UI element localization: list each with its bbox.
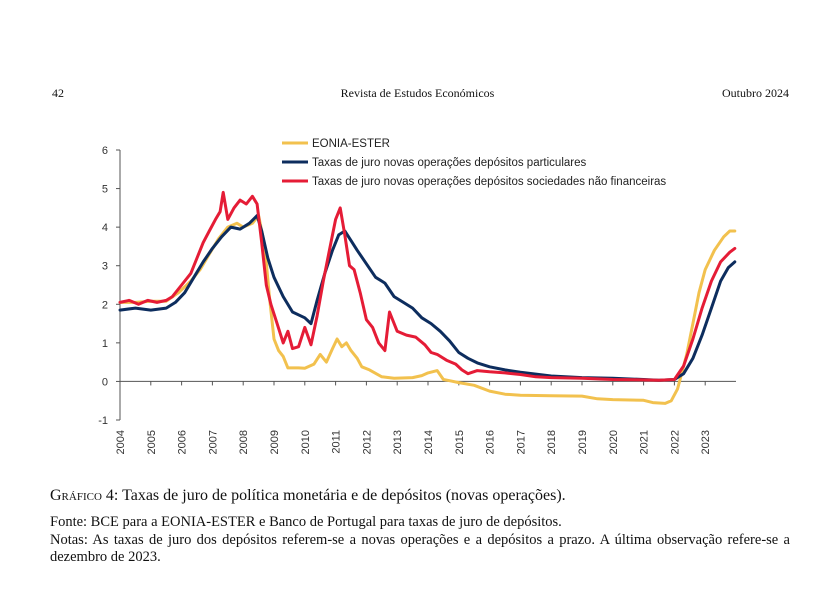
y-tick-label: -1 [98, 415, 108, 427]
y-tick-label: 0 [102, 376, 108, 388]
x-tick-label: 2008 [238, 430, 250, 454]
y-tick-label: 4 [102, 222, 108, 234]
page-number: 42 [52, 86, 64, 100]
x-tick-label: 2006 [177, 430, 189, 454]
x-tick-label: 2020 [608, 430, 620, 454]
x-tick-label: 2005 [146, 430, 158, 454]
x-tick-label: 2010 [300, 430, 312, 454]
x-tick-label: 2023 [700, 430, 712, 454]
x-tick-label: 2019 [577, 430, 589, 454]
series-line-2 [118, 214, 737, 382]
figure-notes: Notas: As taxas de juro dos depósitos re… [50, 532, 790, 565]
x-tick-label: 2004 [115, 430, 127, 454]
x-tick-label: 2022 [669, 430, 681, 454]
y-tick-label: 1 [102, 338, 108, 350]
figure-caption-title: Gráfico 4: Taxas de juro de política mon… [50, 487, 790, 505]
y-tick-label: 6 [102, 145, 108, 157]
x-tick-label: 2014 [423, 430, 435, 454]
legend: EONIA-ESTER Taxas de juro novas operações… [282, 138, 666, 188]
y-tick-label: 2 [102, 299, 108, 311]
figure-source: Fonte: BCE para a EONIA-ESTER e Banco de… [50, 514, 562, 530]
series-line-3 [118, 190, 737, 382]
x-tick-label: 2017 [515, 430, 527, 454]
y-tick-label: 3 [102, 261, 108, 273]
legend-label-1: EONIA-ESTER [312, 138, 390, 150]
x-tick-label: 2012 [361, 430, 373, 454]
figure-title: Taxas de juro de política monetária e de… [122, 487, 566, 504]
legend-label-3: Taxas de juro novas operações depósitos … [312, 176, 666, 188]
x-tick-label: 2016 [485, 430, 497, 454]
x-axis: 2004 2005 2006 2007 2008 2009 2010 2011 2012 2013… [115, 380, 736, 454]
y-tick-label: 5 [102, 184, 108, 196]
x-tick-label: 2015 [454, 430, 466, 454]
issue-date: Outubro 2024 [722, 86, 789, 100]
legend-label-2: Taxas de juro novas operações depósitos … [312, 157, 586, 169]
figure-label: Gráfico 4: [50, 487, 119, 504]
series-lines [118, 190, 737, 405]
x-tick-label: 2013 [392, 430, 404, 454]
x-tick-label: 2007 [207, 430, 219, 454]
x-tick-label: 2009 [269, 430, 281, 454]
journal-title: Revista de Estudos Económicos [340, 86, 495, 100]
x-tick-label: 2018 [546, 430, 558, 454]
y-axis: 6 5 4 3 2 1 0 -1 [98, 145, 121, 427]
series-line-1 [118, 214, 737, 405]
x-tick-label: 2011 [331, 430, 343, 454]
x-tick-label: 2021 [639, 430, 651, 454]
